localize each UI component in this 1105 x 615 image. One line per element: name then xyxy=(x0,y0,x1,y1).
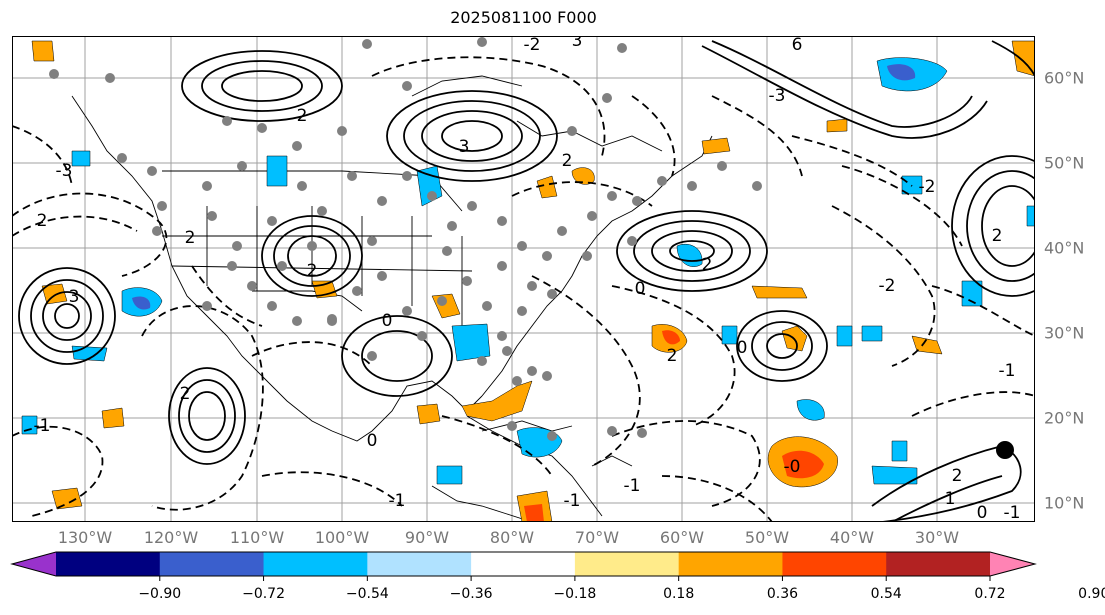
lat-label: 50°N xyxy=(1044,153,1085,173)
lon-label: 120°W xyxy=(143,528,199,547)
colorbar-segment xyxy=(782,552,887,576)
colorbar-segments xyxy=(10,551,1037,577)
positive-shading-strong xyxy=(524,330,824,522)
colorbar-tick-label: 0.36 xyxy=(766,586,799,602)
contour-label: 2 xyxy=(297,106,308,126)
colorbar xyxy=(10,551,1037,581)
colorbar-segment xyxy=(574,552,680,576)
contour-label: 3 xyxy=(459,137,470,157)
lat-label: 60°N xyxy=(1044,68,1085,88)
colorbar-segment xyxy=(471,552,576,576)
lon-label: 50°W xyxy=(744,528,790,547)
contour-label: 6 xyxy=(792,36,803,55)
current-position-marker xyxy=(996,441,1014,459)
contour-label: -1 xyxy=(624,476,641,496)
contour-label: 0 xyxy=(977,503,988,522)
lon-label: 60°W xyxy=(659,528,705,547)
colorbar-tick-label: 0.90 xyxy=(1078,586,1105,602)
contour-label: 0 xyxy=(737,338,748,358)
lat-label: 10°N xyxy=(1044,493,1085,513)
lon-label: 130°W xyxy=(57,528,113,547)
contour-label: 2 xyxy=(37,211,48,231)
colorbar-segment xyxy=(886,552,991,576)
colorbar-segment xyxy=(678,552,783,576)
lat-label: 40°N xyxy=(1044,238,1085,258)
contour-label: 1 xyxy=(945,489,956,509)
contour-label: -1 xyxy=(34,416,51,436)
contour-label: 2 xyxy=(307,261,318,281)
colorbar-tick-label: −0.54 xyxy=(345,586,389,602)
negative-shading-strong xyxy=(132,64,916,310)
lon-label: 90°W xyxy=(404,528,450,547)
dashed-contours xyxy=(12,56,1035,522)
colorbar-outline xyxy=(10,551,1037,577)
lon-label: 80°W xyxy=(489,528,535,547)
contour-label: 3 xyxy=(572,36,583,51)
contour-label: -2 xyxy=(879,276,896,296)
colorbar-segment xyxy=(990,552,1035,576)
contour-label: 2 xyxy=(562,151,573,171)
map-frame: 3 2 -1 2 2 0 3 2 2 0 2 -2 0 -2 -1 -0 2 1… xyxy=(12,36,1035,522)
contour-label: 3 xyxy=(69,287,80,307)
colorbar-segment xyxy=(263,552,368,576)
contour-label: -0 xyxy=(784,457,801,477)
colorbar-segment xyxy=(159,552,265,576)
colorbar-tick-label: 0.72 xyxy=(974,586,1006,602)
colorbar-tick-label: −0.18 xyxy=(553,586,597,602)
contour-label: 2 xyxy=(667,346,678,366)
contour-label: -1 xyxy=(564,491,581,511)
lon-label: 110°W xyxy=(229,528,285,547)
contour-label: -3 xyxy=(56,161,73,181)
map-title: 2025081100 F000 xyxy=(450,8,597,27)
contour-label: -2 xyxy=(919,177,936,197)
contour-label: -1 xyxy=(389,491,406,511)
lon-label: 70°W xyxy=(574,528,620,547)
colorbar-tick-label: −0.36 xyxy=(449,586,493,602)
lon-label: 40°W xyxy=(829,528,875,547)
colorbar-segment xyxy=(367,552,472,576)
contour-label: 0 xyxy=(367,431,378,451)
contour-label: 2 xyxy=(702,255,713,275)
contour-label: -2 xyxy=(524,36,541,55)
colorbar-segment xyxy=(12,552,56,576)
station-dots xyxy=(49,37,762,441)
colorbar-tick-label: 0.18 xyxy=(663,586,695,602)
colorbar-ticks xyxy=(159,576,991,581)
contour-label: 2 xyxy=(992,226,1003,246)
solid-contours xyxy=(18,40,1035,522)
contour-labels: 3 2 -1 2 2 0 3 2 2 0 2 -2 0 -2 -1 -0 2 1… xyxy=(34,36,1021,522)
contour-label: 2 xyxy=(952,466,963,486)
colorbar-tick-label: 0.54 xyxy=(870,586,902,602)
contour-label: -3 xyxy=(769,86,786,106)
map-border xyxy=(12,36,1035,522)
contour-label: -1 xyxy=(1004,503,1021,522)
colorbar-segment xyxy=(56,552,161,576)
contour-label: 2 xyxy=(180,384,191,404)
colorbar-tick-label: −0.90 xyxy=(138,586,182,602)
contour-label: -1 xyxy=(999,361,1016,381)
lat-label: 30°N xyxy=(1044,323,1085,343)
lon-label: 100°W xyxy=(314,528,370,547)
contour-label: 2 xyxy=(185,228,196,248)
contour-label: 0 xyxy=(382,311,393,331)
contour-label: 0 xyxy=(635,279,646,299)
lat-label: 20°N xyxy=(1044,408,1085,428)
lon-label: 30°W xyxy=(914,528,960,547)
colorbar-tick-label: −0.72 xyxy=(242,586,285,602)
